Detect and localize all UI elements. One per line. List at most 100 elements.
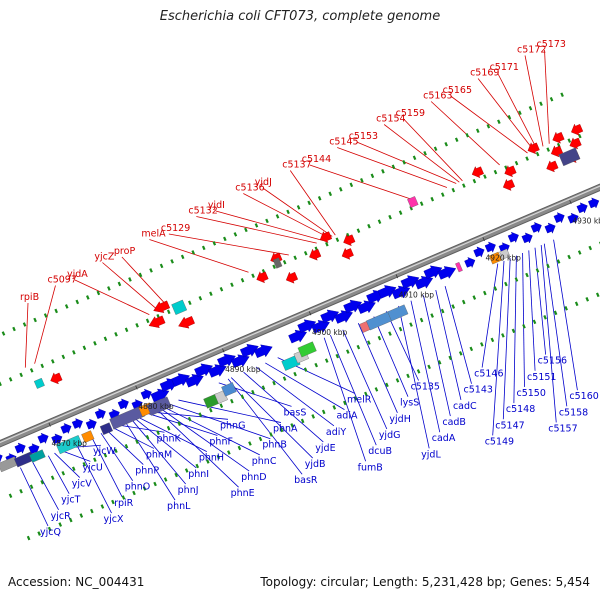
guide-dot	[356, 344, 361, 350]
gene-label-lower[interactable]: c5150	[516, 388, 545, 399]
gene-label-lower[interactable]: phnF	[209, 436, 233, 447]
gene-label-upper[interactable]: c5159	[396, 108, 425, 119]
gene-label-upper[interactable]: c5153	[349, 131, 378, 142]
gene-label-lower[interactable]: phnL	[167, 501, 191, 512]
gene-label-lower[interactable]: c5143	[464, 385, 493, 396]
gene-label-lower[interactable]: phnI	[188, 469, 209, 480]
gene-label-lower[interactable]: c5156	[538, 356, 567, 367]
guide-dot	[96, 290, 101, 296]
gene-label-lower[interactable]: yjcQ	[40, 527, 61, 538]
guide-dot	[577, 250, 582, 255]
gene-label-lower[interactable]: yjcR	[51, 511, 71, 522]
gene-label-lower[interactable]: c5157	[548, 423, 577, 434]
guide-dot	[145, 318, 150, 324]
gene-label-upper[interactable]: rpiB	[20, 292, 39, 303]
gene-label-upper[interactable]: proP	[114, 246, 136, 257]
gene-label-upper[interactable]: c5154	[376, 114, 405, 125]
guide-dot	[462, 183, 466, 188]
gene-label-upper[interactable]: c5169	[470, 68, 499, 79]
gene-label-upper[interactable]: c5137	[282, 160, 311, 171]
gene-label-lower[interactable]: yjcW	[93, 446, 116, 457]
gene-label-lower[interactable]: c5160	[569, 391, 598, 402]
gene-label-upper[interactable]: c5097	[47, 275, 76, 286]
gene-label-upper[interactable]: c5171	[490, 62, 519, 73]
gene-label-lower[interactable]: cadA	[432, 433, 456, 444]
gene-label-lower[interactable]: basS	[284, 407, 307, 418]
gene-label-lower[interactable]: phnE	[231, 488, 255, 499]
gene-label-lower[interactable]: adiY	[326, 427, 346, 438]
gene-label-lower[interactable]: yjcU	[82, 462, 102, 473]
guide-dot	[535, 151, 540, 157]
gene-label-lower[interactable]: yjcT	[61, 495, 80, 506]
gene-label-lower[interactable]: phnJ	[178, 485, 199, 496]
gene-label-lower[interactable]: adiA	[336, 411, 357, 422]
gene-label-lower[interactable]: phnK	[156, 433, 181, 444]
gene-label-lower[interactable]: yjdE	[315, 443, 335, 454]
guide-dot	[40, 363, 45, 369]
guide-dot	[311, 414, 315, 419]
gene-label-lower[interactable]: phnD	[241, 472, 266, 483]
upper-leader-line	[497, 72, 538, 150]
gene-label-upper[interactable]: c5145	[329, 137, 358, 148]
guide-dot	[219, 403, 224, 408]
gene-label-lower[interactable]: yjdL	[421, 449, 441, 460]
gene-label-lower[interactable]: c5149	[485, 436, 514, 447]
gene-label-lower[interactable]: phnP	[135, 466, 159, 477]
gene-label-lower[interactable]: phnB	[262, 440, 287, 451]
gene-label-lower[interactable]: melR	[347, 394, 372, 405]
guide-dot	[374, 387, 379, 392]
gene-label-lower[interactable]: lysS	[400, 398, 419, 409]
gene-label-lower[interactable]: basR	[294, 475, 318, 486]
gene-label-lower[interactable]: dcuB	[368, 446, 392, 457]
gene-label-lower[interactable]: c5146	[474, 369, 503, 380]
gene-label-lower[interactable]: yjcX	[104, 514, 124, 525]
gene-label-lower[interactable]: phnH	[199, 453, 224, 464]
gene-label-upper[interactable]: c5163	[423, 91, 452, 102]
gene-label-lower[interactable]: cadC	[453, 401, 477, 412]
gene-label-upper[interactable]: melA	[141, 229, 166, 240]
guide-dot	[469, 346, 474, 352]
gene-label-lower[interactable]: phnC	[252, 456, 277, 467]
guide-dot	[33, 317, 37, 323]
gene-label-lower[interactable]: c5148	[506, 404, 535, 415]
gene-label-upper[interactable]: c5144	[302, 154, 331, 165]
gene-label-lower[interactable]: phnA	[273, 424, 298, 435]
gene-label-upper[interactable]: c5136	[235, 183, 264, 194]
guide-dot	[567, 138, 572, 143]
gene-label-lower[interactable]: phnO	[125, 482, 151, 493]
gene-label-upper[interactable]: yjdJ	[255, 177, 272, 188]
gene-label-lower[interactable]: yjdH	[389, 414, 410, 425]
gene-label-lower[interactable]: c5158	[559, 407, 588, 418]
gene-label-lower[interactable]: rpiR	[114, 498, 134, 509]
gene-label-lower[interactable]: phnM	[146, 449, 172, 460]
gene-label-upper[interactable]: c5172	[517, 45, 546, 56]
guide-dot	[50, 359, 55, 364]
gene-label-lower[interactable]: c5151	[527, 372, 556, 383]
guide-dot	[497, 119, 501, 125]
gene-label-lower[interactable]: yjdB	[305, 459, 326, 470]
gene-label-lower[interactable]: phnG	[220, 420, 245, 431]
forward-gene-arrow	[14, 442, 26, 454]
feature-block	[297, 341, 317, 358]
guide-dot	[480, 342, 484, 347]
gene-label-upper[interactable]: c5173	[537, 39, 566, 50]
gene-label-lower[interactable]: c5147	[495, 420, 524, 431]
gene-label-upper[interactable]: c5129	[161, 223, 190, 234]
gene-label-lower[interactable]: cadB	[442, 417, 466, 428]
guide-dot	[103, 336, 108, 342]
gene-label-lower[interactable]: yjdG	[379, 430, 401, 441]
lower-leader-line	[159, 407, 250, 472]
guide-dot	[448, 355, 453, 361]
gene-label-upper[interactable]: yjcZ	[94, 252, 114, 263]
gene-label-lower[interactable]: yjcV	[72, 479, 92, 490]
gene-label-upper[interactable]: yjdI	[208, 200, 225, 211]
gene-label-upper[interactable]: yjdA	[67, 269, 88, 280]
gene-label-lower[interactable]: fumB	[358, 462, 383, 473]
guide-dot	[427, 364, 431, 370]
guide-dot	[328, 191, 333, 197]
gene-label-upper[interactable]: c5165	[443, 85, 472, 96]
upper-leader-line	[403, 118, 463, 182]
guide-dot	[128, 277, 132, 282]
gene-label-upper[interactable]: c5132	[188, 206, 217, 217]
gene-label-lower[interactable]: c5135	[411, 382, 440, 393]
